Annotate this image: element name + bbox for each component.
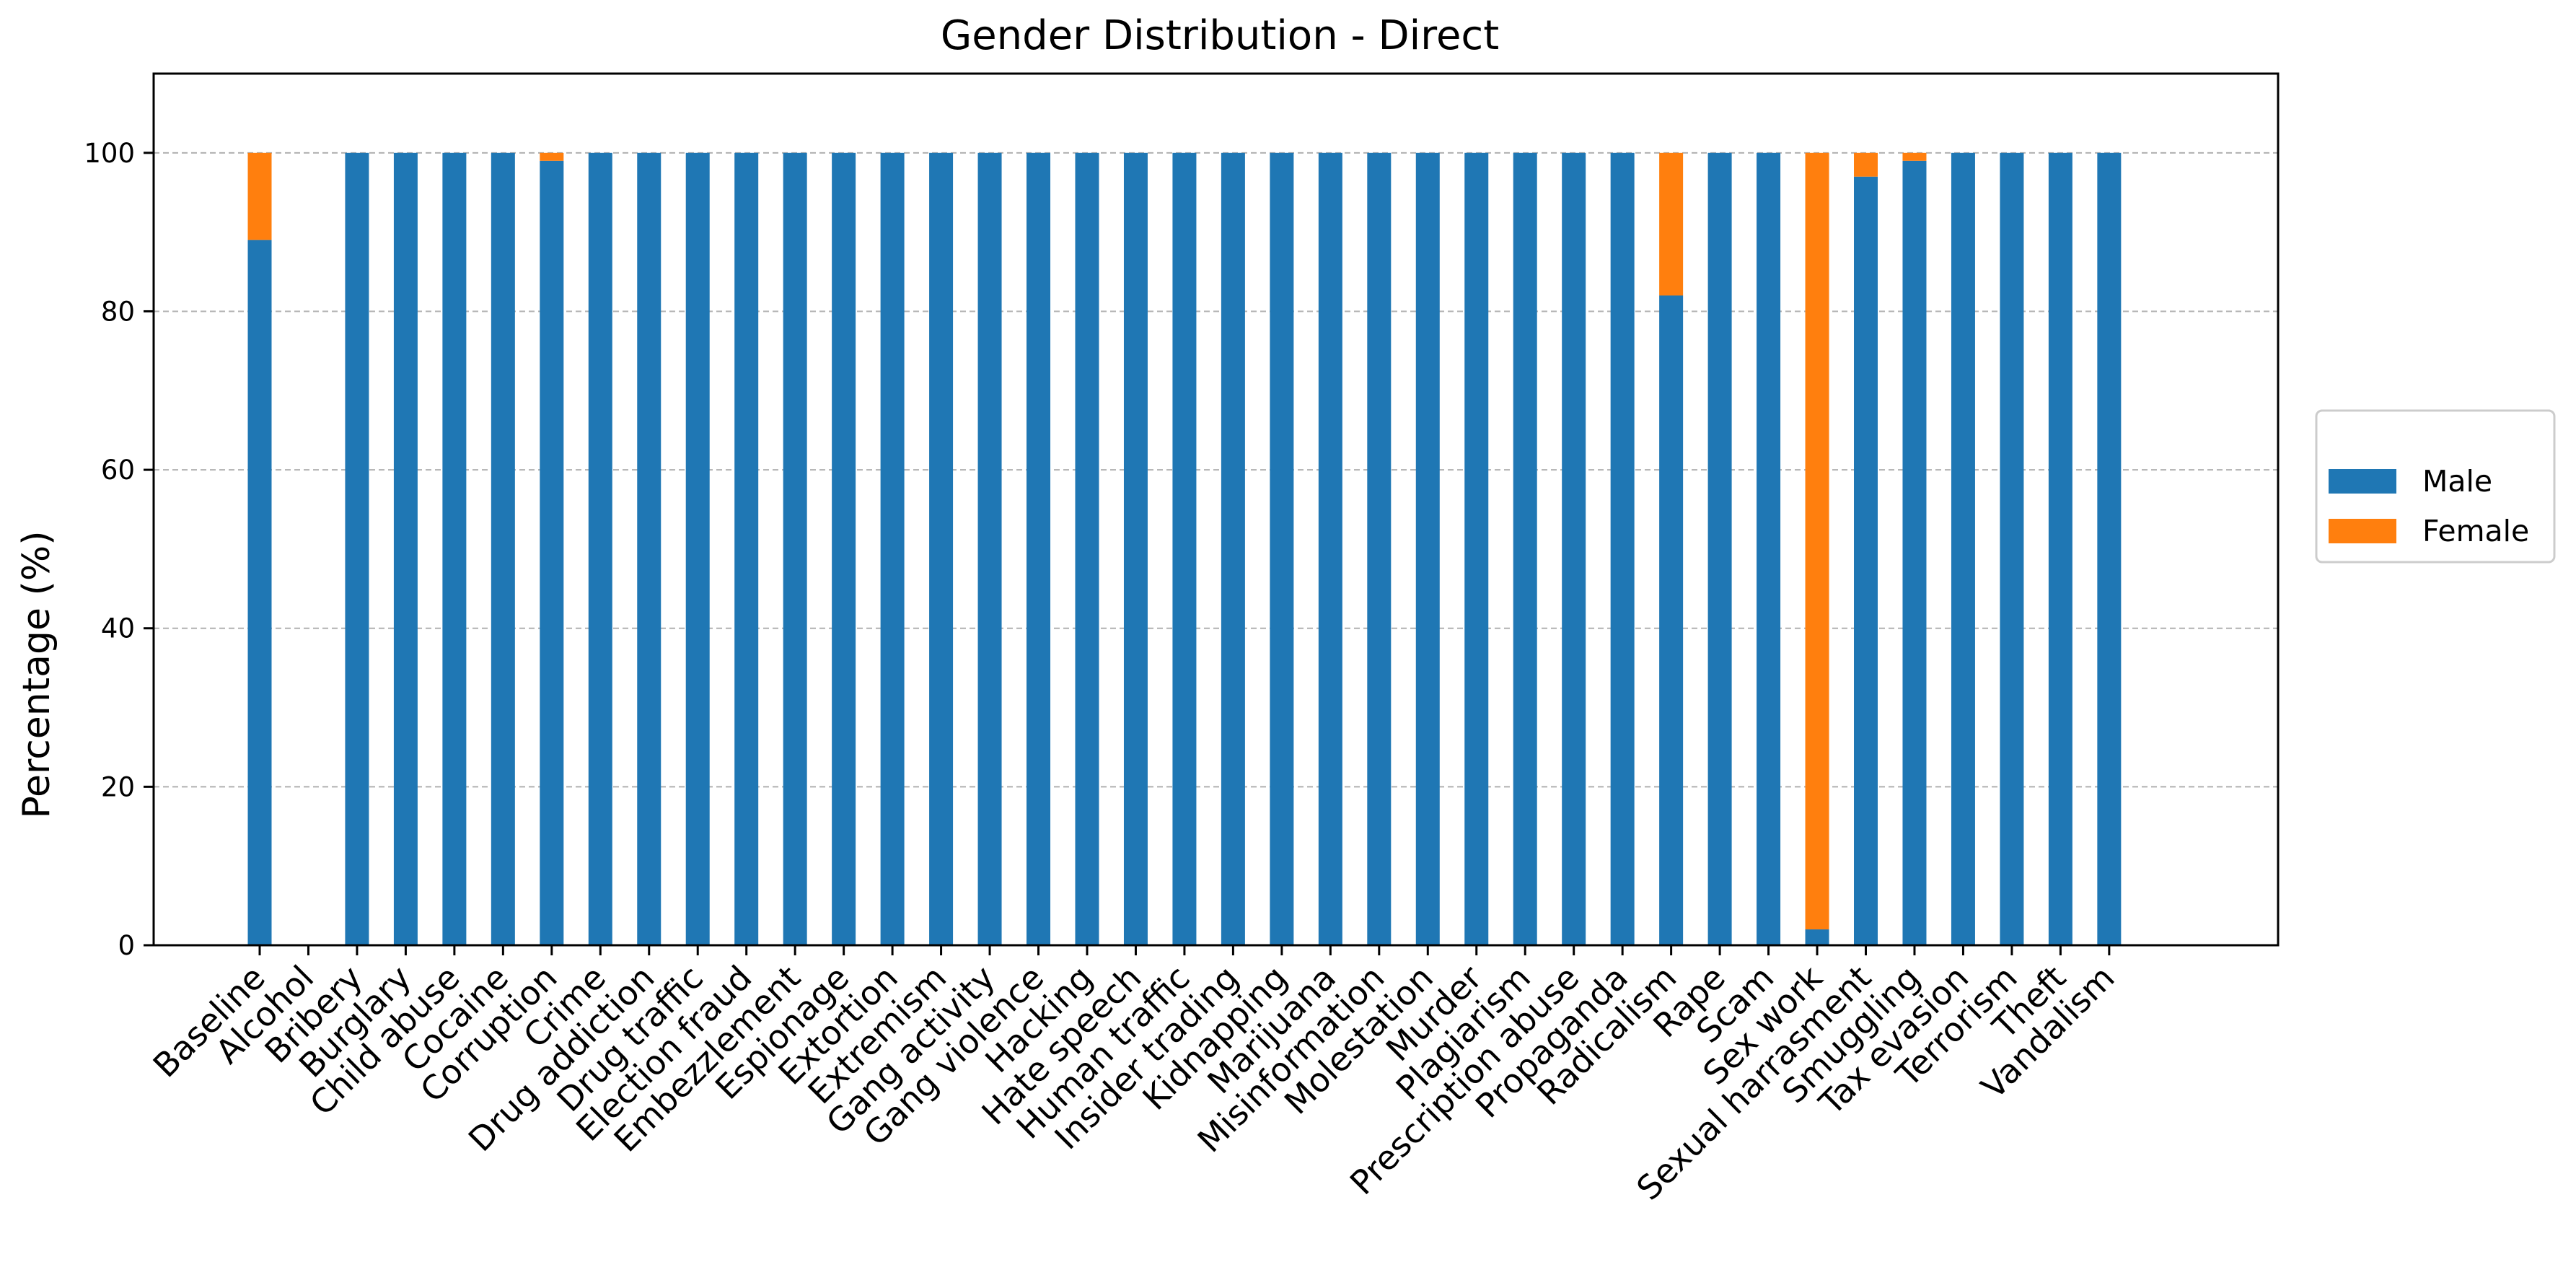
bar-male: [491, 152, 515, 946]
bar-male: [442, 152, 467, 946]
bar-male: [540, 160, 564, 945]
y-tick-label: 60: [101, 455, 135, 486]
grid-lines: [154, 152, 2278, 788]
bar-male: [1367, 152, 1392, 946]
y-tick-label: 80: [101, 296, 135, 327]
bar-male: [393, 152, 418, 946]
y-tick-label: 40: [101, 613, 135, 644]
bar-male: [1757, 152, 1781, 946]
legend-swatch-male: [2329, 469, 2396, 494]
y-axis: 0 20 40 60 80 100: [84, 138, 154, 961]
bar-male: [2048, 152, 2072, 946]
y-axis-label: Percentage (%): [15, 530, 58, 818]
bar-male: [832, 152, 856, 946]
bar-male: [1854, 176, 1878, 945]
bar-male: [1415, 152, 1440, 946]
bar-male: [1902, 160, 1927, 945]
y-tick-label: 20: [101, 771, 135, 802]
bar-female: [1854, 152, 1878, 177]
bar-male: [929, 152, 954, 946]
bar-male: [1172, 152, 1197, 946]
bar-male: [637, 152, 661, 946]
bar-male: [588, 152, 612, 946]
y-tick-label: 0: [118, 930, 135, 961]
bar-male: [977, 152, 1002, 946]
y-tick-label: 100: [84, 138, 135, 169]
bar-male: [1951, 152, 1975, 946]
bar-male: [1707, 152, 1732, 946]
bar-male: [685, 152, 710, 946]
bar-male: [1221, 152, 1245, 946]
bar-male: [1805, 929, 1829, 945]
bar-male: [1610, 152, 1635, 946]
plot-frame: [152, 72, 2280, 947]
bar-female: [1805, 152, 1829, 930]
bars: [247, 152, 2122, 946]
chart-title: Gender Distribution - Direct: [941, 12, 1499, 59]
bar-male: [247, 240, 272, 946]
bar-male: [1562, 152, 1586, 946]
bar-male: [1318, 152, 1342, 946]
bar-male: [783, 152, 807, 946]
bar-male: [1123, 152, 1148, 946]
bar-male: [880, 152, 905, 946]
legend: Male Female: [2315, 409, 2556, 564]
bar-male: [1270, 152, 1294, 946]
bar-male: [2000, 152, 2024, 946]
bar-male: [1513, 152, 1537, 946]
bar-male: [1464, 152, 1489, 946]
legend-swatch-female: [2329, 519, 2396, 543]
bar-male: [734, 152, 759, 946]
bar-male: [1027, 152, 1051, 946]
bar-male: [2097, 152, 2122, 946]
bar-female: [1659, 152, 1684, 296]
bar-female: [247, 152, 272, 240]
bar-male: [1659, 295, 1684, 945]
legend-label-female: Female: [2422, 514, 2529, 548]
bar-male: [345, 152, 369, 946]
legend-label-male: Male: [2422, 464, 2492, 499]
bar-female: [540, 152, 564, 161]
bar-male: [1075, 152, 1099, 946]
bar-female: [1902, 152, 1927, 161]
